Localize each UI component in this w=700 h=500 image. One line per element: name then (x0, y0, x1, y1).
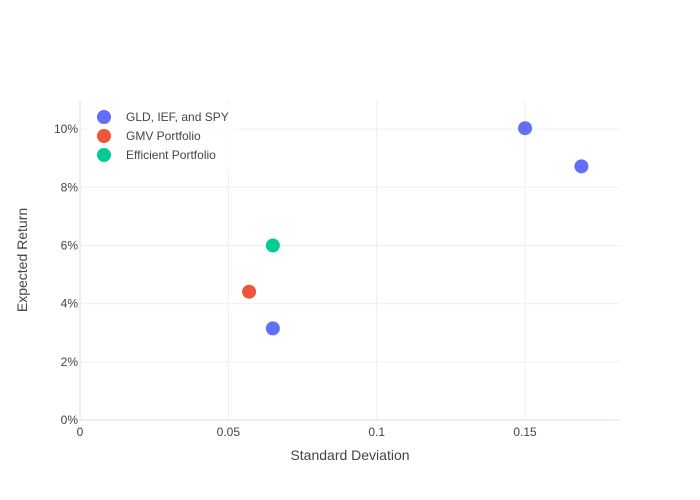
x-tick-label: 0.15 (513, 425, 537, 439)
legend-marker (97, 129, 111, 143)
x-tick-label: 0.05 (217, 425, 241, 439)
legend: GLD, IEF, and SPY GMV Portfolio Efficient … (88, 104, 238, 170)
y-tick-label: 2% (61, 355, 79, 369)
legend-label[interactable]: Efficient Portfolio (126, 148, 216, 162)
data-point[interactable] (265, 238, 280, 253)
x-axis-title: Standard Deviation (290, 447, 409, 463)
data-point[interactable] (265, 321, 280, 336)
legend-label[interactable]: GLD, IEF, and SPY (126, 110, 229, 124)
data-point[interactable] (574, 159, 589, 174)
data-points (242, 121, 589, 336)
y-axis-title: Expected Return (14, 208, 30, 312)
data-point[interactable] (242, 284, 257, 299)
data-point[interactable] (518, 121, 533, 136)
y-tick-label: 4% (61, 297, 79, 311)
legend-marker (97, 110, 111, 124)
legend-marker (97, 148, 111, 162)
legend-background (88, 104, 238, 170)
x-tick-label: 0.1 (368, 425, 385, 439)
y-tick-label: 8% (61, 180, 79, 194)
y-tick-label: 10% (54, 122, 78, 136)
y-tick-label: 6% (61, 238, 79, 252)
y-tick-label: 0% (61, 413, 79, 427)
x-tick-label: 0 (77, 425, 84, 439)
grid (80, 100, 620, 420)
legend-label[interactable]: GMV Portfolio (126, 129, 201, 143)
axes: 0 0.05 0.1 0.15 0% 2% 4% 6% 8% 10% (54, 100, 620, 439)
